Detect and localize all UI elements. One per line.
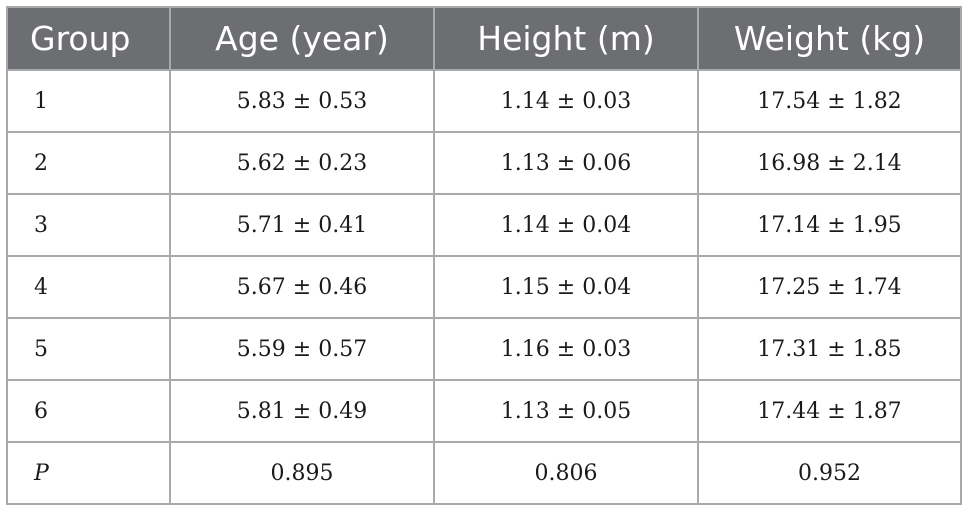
cell-group: 1 [6,69,171,133]
cell-p-age: 0.895 [169,441,435,505]
table-row: 3 5.71 ± 0.41 1.14 ± 0.04 17.14 ± 1.95 [6,193,962,257]
cell-height: 1.15 ± 0.04 [433,255,699,319]
table-container: Group Age (year) Height (m) Weight (kg) … [6,6,962,505]
cell-weight: 17.54 ± 1.82 [697,69,962,133]
data-table: Group Age (year) Height (m) Weight (kg) … [6,6,962,505]
cell-height: 1.14 ± 0.03 [433,69,699,133]
table-row: 5 5.59 ± 0.57 1.16 ± 0.03 17.31 ± 1.85 [6,317,962,381]
cell-group: 4 [6,255,171,319]
cell-weight: 17.14 ± 1.95 [697,193,962,257]
header-weight: Weight (kg) [697,6,962,71]
cell-weight: 17.25 ± 1.74 [697,255,962,319]
header-row: Group Age (year) Height (m) Weight (kg) [6,6,962,71]
cell-p-label: P [6,441,171,505]
table-row: 4 5.67 ± 0.46 1.15 ± 0.04 17.25 ± 1.74 [6,255,962,319]
cell-age: 5.71 ± 0.41 [169,193,435,257]
table-row: 2 5.62 ± 0.23 1.13 ± 0.06 16.98 ± 2.14 [6,131,962,195]
cell-age: 5.81 ± 0.49 [169,379,435,443]
cell-height: 1.14 ± 0.04 [433,193,699,257]
cell-weight: 16.98 ± 2.14 [697,131,962,195]
header-height: Height (m) [433,6,699,71]
cell-group: 6 [6,379,171,443]
cell-p-height: 0.806 [433,441,699,505]
table-header: Group Age (year) Height (m) Weight (kg) [6,6,962,71]
cell-height: 1.13 ± 0.05 [433,379,699,443]
cell-weight: 17.31 ± 1.85 [697,317,962,381]
header-age: Age (year) [169,6,435,71]
cell-p-weight: 0.952 [697,441,962,505]
cell-weight: 17.44 ± 1.87 [697,379,962,443]
table-row: 1 5.83 ± 0.53 1.14 ± 0.03 17.54 ± 1.82 [6,69,962,133]
cell-age: 5.59 ± 0.57 [169,317,435,381]
cell-group: 5 [6,317,171,381]
cell-height: 1.16 ± 0.03 [433,317,699,381]
cell-age: 5.62 ± 0.23 [169,131,435,195]
cell-group: 2 [6,131,171,195]
cell-group: 3 [6,193,171,257]
p-value-row: P 0.895 0.806 0.952 [6,441,962,505]
table-row: 6 5.81 ± 0.49 1.13 ± 0.05 17.44 ± 1.87 [6,379,962,443]
header-group: Group [6,6,171,71]
cell-age: 5.83 ± 0.53 [169,69,435,133]
cell-height: 1.13 ± 0.06 [433,131,699,195]
cell-age: 5.67 ± 0.46 [169,255,435,319]
table-body: 1 5.83 ± 0.53 1.14 ± 0.03 17.54 ± 1.82 2… [6,69,962,505]
